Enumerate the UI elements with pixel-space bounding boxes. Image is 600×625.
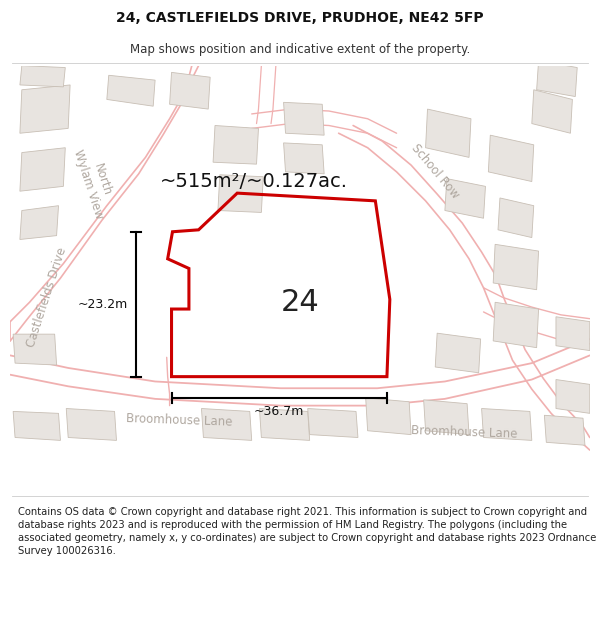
Polygon shape bbox=[493, 302, 539, 348]
Polygon shape bbox=[259, 409, 310, 441]
Polygon shape bbox=[13, 411, 61, 441]
Polygon shape bbox=[13, 334, 56, 365]
Polygon shape bbox=[20, 148, 65, 191]
Polygon shape bbox=[66, 409, 116, 441]
Polygon shape bbox=[488, 135, 534, 181]
Polygon shape bbox=[213, 126, 259, 164]
Polygon shape bbox=[482, 409, 532, 441]
Polygon shape bbox=[425, 109, 471, 158]
Polygon shape bbox=[445, 179, 485, 218]
Text: Castlefields Drive: Castlefields Drive bbox=[25, 246, 69, 349]
Polygon shape bbox=[20, 85, 70, 133]
Polygon shape bbox=[435, 333, 481, 372]
Text: School Row: School Row bbox=[409, 142, 462, 202]
Polygon shape bbox=[20, 206, 59, 239]
Polygon shape bbox=[536, 61, 577, 96]
Text: Map shows position and indicative extent of the property.: Map shows position and indicative extent… bbox=[130, 42, 470, 56]
Polygon shape bbox=[170, 72, 210, 109]
Polygon shape bbox=[556, 317, 590, 351]
Polygon shape bbox=[202, 409, 252, 441]
Polygon shape bbox=[493, 244, 539, 290]
Text: Contains OS data © Crown copyright and database right 2021. This information is : Contains OS data © Crown copyright and d… bbox=[18, 507, 596, 556]
Polygon shape bbox=[544, 415, 585, 445]
Polygon shape bbox=[498, 198, 534, 238]
Polygon shape bbox=[284, 102, 324, 135]
Polygon shape bbox=[556, 379, 590, 413]
Polygon shape bbox=[107, 75, 155, 106]
Polygon shape bbox=[424, 400, 469, 434]
Text: 24, CASTLEFIELDS DRIVE, PRUDHOE, NE42 5FP: 24, CASTLEFIELDS DRIVE, PRUDHOE, NE42 5F… bbox=[116, 11, 484, 26]
Polygon shape bbox=[308, 409, 358, 437]
Text: ~515m²/~0.127ac.: ~515m²/~0.127ac. bbox=[160, 172, 348, 191]
Text: ~36.7m: ~36.7m bbox=[254, 405, 304, 418]
Polygon shape bbox=[365, 398, 411, 434]
Text: ~23.2m: ~23.2m bbox=[78, 298, 128, 311]
Text: North
Wylam View: North Wylam View bbox=[71, 143, 120, 220]
Text: 24: 24 bbox=[281, 288, 319, 317]
Polygon shape bbox=[218, 175, 263, 213]
Text: Broomhouse Lane: Broomhouse Lane bbox=[126, 412, 233, 429]
Polygon shape bbox=[532, 90, 572, 133]
Polygon shape bbox=[284, 143, 324, 174]
Polygon shape bbox=[20, 66, 65, 87]
Text: Broomhouse Lane: Broomhouse Lane bbox=[411, 424, 518, 441]
